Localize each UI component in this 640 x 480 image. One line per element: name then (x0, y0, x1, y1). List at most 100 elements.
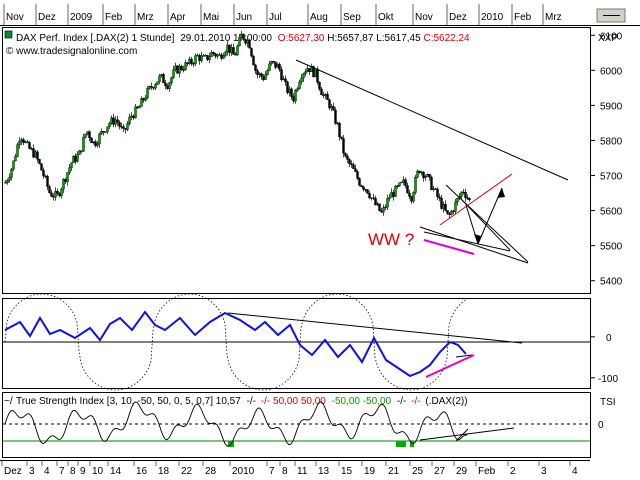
price-panel[interactable]: DAX Perf. Index [.DAX(2) 1 Stunde] 29.01… (2, 27, 623, 294)
bottom-axis-label: 8 (70, 466, 76, 477)
bottom-axis-label: 4 (572, 466, 578, 477)
candle-body (22, 139, 25, 143)
tsi-line (4, 401, 467, 447)
price-axis-name: XXP (598, 33, 618, 44)
candle-body (214, 53, 217, 57)
bottom-axis-label: 22 (181, 466, 193, 477)
candle-body (54, 190, 57, 198)
candle-body (280, 69, 283, 81)
candle-body (332, 106, 335, 111)
candle-body (276, 63, 279, 68)
candle-body (144, 97, 147, 101)
candle-body (218, 54, 221, 56)
candle-body (442, 203, 445, 209)
candle-body (380, 210, 383, 213)
candle-body (254, 64, 257, 71)
bottom-axis-label: 8 (282, 466, 288, 477)
candle-body (100, 131, 103, 135)
candle-body (322, 94, 325, 96)
candle-body (382, 207, 385, 213)
candle-body (48, 186, 51, 193)
candle-body (414, 177, 417, 193)
bottom-axis-label: 14 (110, 466, 122, 477)
top-axis-label: Jun (236, 12, 252, 23)
candle-body (238, 36, 241, 47)
candle-body (342, 138, 345, 154)
candle-body (222, 55, 225, 59)
candle-body (176, 65, 179, 74)
bottom-axis-label: 3 (541, 466, 547, 477)
oscillator-axis: 0 -100 (590, 333, 618, 385)
candle-body (72, 155, 75, 164)
candle-body (248, 40, 251, 49)
candle-body (258, 73, 261, 75)
candle-body (102, 131, 105, 133)
candle-body (98, 133, 101, 145)
candle-body (148, 86, 151, 89)
tsi-panel[interactable]: ~/ True Strength Index [3, 10, -50, 50, … (2, 392, 616, 458)
candle-body (400, 181, 403, 184)
bottom-axis-label: Dez (4, 466, 22, 477)
candle-body (56, 190, 59, 194)
candle-body (52, 196, 55, 198)
candle-body (20, 139, 23, 142)
candle-body (386, 198, 389, 208)
candle-body (34, 151, 37, 158)
candle-body (266, 70, 269, 75)
candle-body (128, 116, 131, 124)
candle-body (110, 117, 113, 124)
candle-body (162, 74, 165, 84)
candle-body (462, 191, 465, 193)
bottom-axis-label: 3 (29, 466, 35, 477)
candle-body (106, 126, 109, 132)
top-axis-label: Mrz (137, 12, 154, 23)
candle-body (366, 189, 369, 194)
candle-body (300, 77, 303, 83)
candle-body (8, 176, 11, 181)
oscillator-panel[interactable]: 0 -100 (2, 293, 619, 391)
chart-menu-icon[interactable] (4, 30, 13, 39)
price-axis-label: 5700 (600, 172, 623, 183)
candle-body (426, 174, 429, 177)
tsi-trendline-2 (455, 428, 469, 442)
osc-trendline-lower (455, 354, 473, 358)
candle-body (432, 188, 435, 191)
candle-body (352, 164, 355, 169)
candle-body (142, 98, 145, 101)
candle-body (60, 188, 63, 196)
bottom-axis-label: 13 (318, 466, 330, 477)
candle-body (262, 76, 265, 80)
bottom-date-axis: Dez 3 4 7 8 9 10 14 16 18 22 28 2010 7 8 11 13 15 19 21 25 27… (0, 460, 590, 477)
candle-body (338, 122, 341, 138)
candle-body (430, 176, 433, 191)
candle-body (226, 44, 229, 53)
bottom-axis-label: 29 (456, 466, 468, 477)
candle-body (450, 210, 453, 215)
candle-body (108, 123, 111, 127)
candle-body (378, 203, 381, 212)
candle-body (348, 159, 351, 164)
candle-body (76, 154, 79, 162)
candle-body (28, 142, 31, 149)
candle-body (274, 61, 277, 68)
candle-body (246, 40, 249, 44)
top-axis-label: Nov (6, 12, 24, 23)
candle-body (402, 179, 405, 183)
price-axis-label: 5400 (600, 277, 623, 288)
candle-body (356, 171, 359, 179)
candle-body (150, 86, 153, 88)
candle-body (200, 55, 203, 62)
candle-body (306, 68, 309, 73)
candle-body (156, 81, 159, 85)
candle-body (388, 197, 391, 199)
candle-body (358, 178, 361, 186)
candle-body (446, 210, 449, 214)
candle-body (220, 54, 223, 59)
candle-body (134, 106, 137, 119)
candle-body (78, 150, 81, 155)
bottom-axis-label: 4 (44, 466, 50, 477)
candle-body (244, 39, 247, 44)
candle-body (418, 170, 421, 174)
candle-body (208, 56, 211, 60)
